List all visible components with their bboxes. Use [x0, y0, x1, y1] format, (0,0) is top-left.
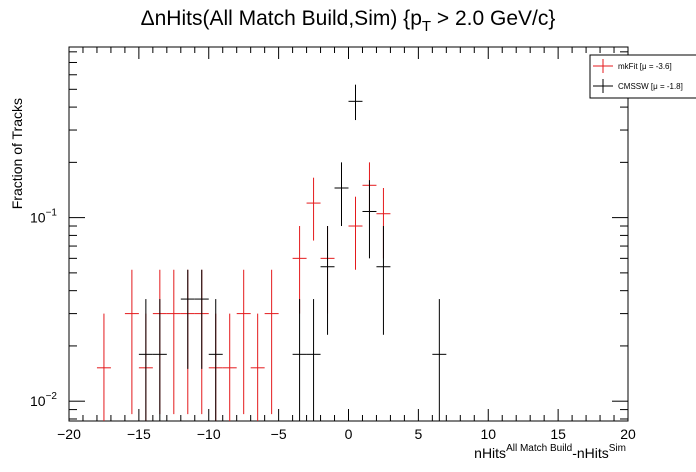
x-tick-label: 20 [620, 426, 636, 442]
data-point [432, 299, 447, 421]
data-point [236, 269, 251, 415]
x-tick-label: 5 [414, 426, 422, 442]
y-tick-label-base: 10 [30, 210, 46, 226]
y-tick-label: 10−2 [30, 391, 57, 409]
data-point [292, 299, 307, 421]
x-axis-title-part2: -nHits [572, 445, 609, 461]
legend-label-mkfit: mkFit [μ = -3.6] [618, 62, 672, 71]
y-tick-label-exp: −1 [46, 208, 58, 219]
data-point [194, 269, 209, 369]
data-point [124, 269, 139, 415]
x-axis-ticks: −20 −15 −10 −5 0 5 10 15 20 [57, 47, 636, 442]
chart-title: ΔnHits(All Match Build,Sim) {pT > 2.0 Ge… [141, 7, 556, 35]
data-point [320, 226, 335, 335]
data-point [208, 299, 223, 421]
x-tick-label: −5 [271, 426, 287, 442]
data-point [138, 299, 153, 421]
y-axis-ticks: 10−210−1 [30, 51, 628, 420]
legend-label-cmssw: CMSSW [μ = -1.8] [618, 82, 683, 91]
data-point [96, 313, 111, 421]
data-point [250, 313, 265, 421]
data-point [348, 84, 363, 121]
x-axis-title-sup1: All Match Build [506, 443, 572, 454]
y-tick-label-base: 10 [30, 393, 46, 409]
data-series [96, 84, 447, 421]
x-axis-title: nHitsAll Match Build-nHitsSim [474, 443, 626, 461]
y-tick-label-exp: −2 [46, 391, 58, 402]
x-axis-title-part1: nHits [474, 445, 506, 461]
x-tick-label: −20 [57, 426, 81, 442]
data-point [306, 299, 321, 421]
data-point [264, 269, 279, 415]
data-point [222, 313, 237, 421]
series-cmssw [138, 84, 447, 421]
legend: mkFit [μ = -3.6] CMSSW [μ = -1.8] [589, 54, 696, 99]
x-tick-label: −15 [127, 426, 151, 442]
data-point [166, 269, 181, 415]
data-point [334, 162, 349, 227]
x-tick-label: 15 [550, 426, 566, 442]
chart-title-rest: > 2.0 GeV/c} [431, 7, 555, 30]
data-point [306, 177, 321, 241]
data-point [376, 226, 391, 335]
data-point [362, 180, 377, 259]
data-point [292, 226, 307, 314]
x-tick-label: 10 [480, 426, 496, 442]
y-tick-label: 10−1 [30, 208, 57, 226]
y-axis-title: Fraction of Tracks [9, 98, 25, 209]
data-point [348, 196, 363, 270]
series-mkfit [96, 162, 391, 421]
data-point [152, 299, 167, 421]
chart-title-sub: T [422, 18, 431, 35]
data-point [180, 269, 195, 369]
x-tick-label: 0 [345, 426, 353, 442]
x-axis-title-sup2: Sim [609, 443, 626, 454]
chart-title-main: ΔnHits(All Match Build,Sim) {p [141, 7, 422, 30]
plot-frame [68, 46, 629, 422]
legend-box [589, 54, 696, 99]
x-tick-label: −10 [197, 426, 221, 442]
